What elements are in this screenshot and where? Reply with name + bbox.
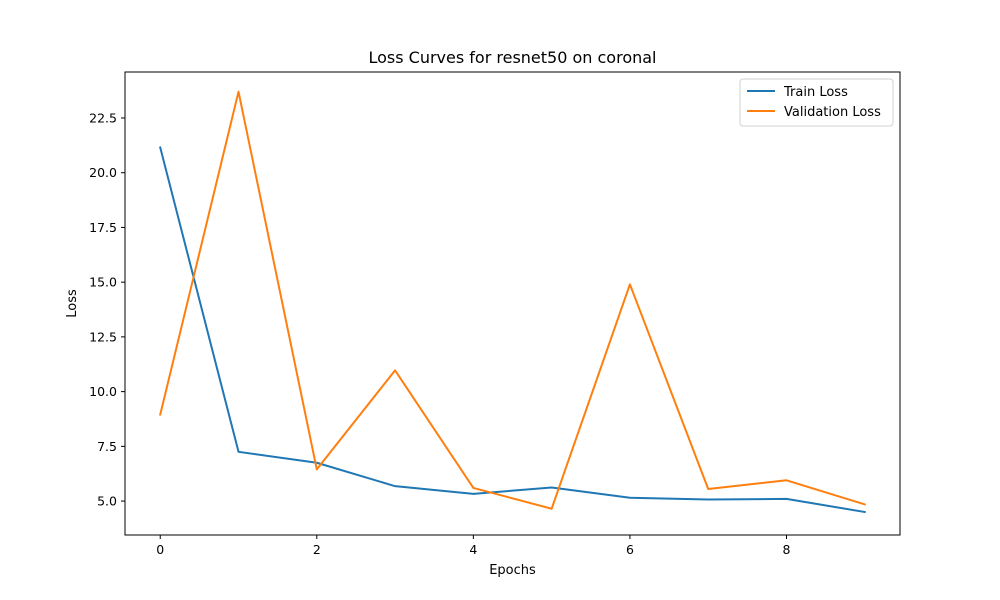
y-tick-label: 7.5	[97, 439, 117, 454]
series-layer	[159, 90, 867, 514]
legend-box	[739, 78, 894, 127]
x-tick-label: 4	[469, 542, 477, 557]
x-axis-label: Epochs	[489, 563, 536, 578]
y-tick-label: 17.5	[89, 220, 117, 235]
y-tick-label: 15.0	[89, 275, 117, 290]
x-tick-label: 0	[156, 542, 164, 557]
legend-label-validation-loss: Validation Loss	[784, 105, 881, 120]
chart-title: Loss Curves for resnet50 on coronal	[368, 48, 656, 67]
x-tick-label: 6	[626, 542, 634, 557]
y-tick-label: 12.5	[89, 329, 117, 344]
series-line-train-loss	[159, 146, 866, 514]
y-axis-label: Loss	[65, 289, 80, 318]
x-tick-label: 2	[313, 542, 321, 557]
legend-label-train-loss: Train Loss	[783, 85, 848, 100]
y-tick-label: 5.0	[97, 494, 117, 509]
y-tick-label: 22.5	[89, 110, 117, 125]
y-tick-label: 20.0	[89, 165, 117, 180]
plot-area	[124, 71, 901, 536]
y-tick-label: 10.0	[89, 384, 117, 399]
x-axis: 0 2 4 6 8	[156, 535, 791, 557]
legend: Train Loss Validation Loss	[739, 78, 894, 127]
series-line-validation-loss	[159, 90, 867, 510]
plot-frame	[124, 71, 901, 536]
x-tick-label: 8	[783, 542, 791, 557]
y-axis: 5.0 7.5 10.0 12.5 15.0 17.5 20.0 22.5	[89, 110, 125, 509]
